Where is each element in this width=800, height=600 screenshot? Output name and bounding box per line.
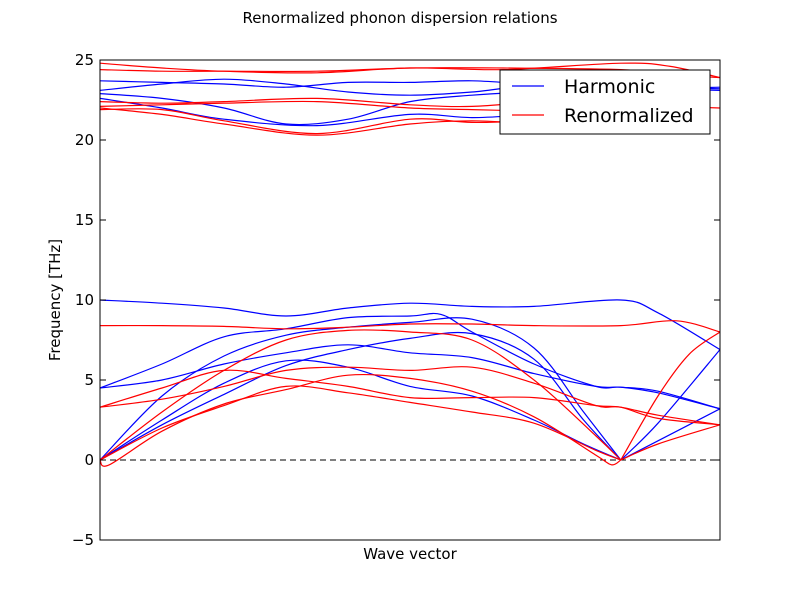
y-tick-label: 10 — [75, 291, 94, 309]
series-renormalized — [100, 62, 720, 467]
y-axis-label: Frequency [THz] — [46, 239, 64, 361]
y-axis-ticks: −5 0 5 10 15 20 25 — [72, 51, 720, 549]
legend-box — [499, 69, 711, 135]
renormalized-branch-3 — [100, 366, 720, 426]
renormalized-branch-4 — [100, 329, 622, 461]
renormalized-branch-12 — [100, 108, 535, 135]
harmonic-branch-5 — [100, 299, 720, 351]
renormalized-branch-6 — [620, 331, 720, 461]
legend: Harmonic Renormalized — [499, 69, 711, 135]
y-tick-label: 20 — [75, 131, 94, 149]
renormalized-branch-5 — [100, 320, 720, 333]
harmonic-branch-11 — [100, 97, 535, 127]
legend-label-harmonic: Harmonic — [564, 76, 655, 98]
harmonic-branch-6 — [620, 349, 720, 461]
y-tick-label: 0 — [84, 451, 94, 469]
renormalized-branch-1 — [100, 385, 622, 461]
x-axis-label: Wave vector — [363, 545, 457, 563]
harmonic-branch-4 — [100, 344, 720, 410]
y-tick-label: 15 — [75, 211, 94, 229]
harmonic-branch-1 — [100, 359, 622, 461]
renormalized-branch-0 — [100, 373, 622, 467]
y-tick-label: 25 — [75, 51, 94, 69]
y-tick-label: −5 — [72, 531, 94, 549]
legend-label-renormalized: Renormalized — [564, 105, 694, 127]
harmonic-branch-2 — [100, 317, 622, 461]
renormalized-branch-10 — [100, 97, 535, 108]
renormalized-branch-13 — [100, 107, 535, 136]
renormalized-branch-11 — [100, 100, 535, 112]
y-tick-label: 5 — [84, 371, 94, 389]
harmonic-branch-0 — [100, 331, 622, 461]
chart-title: Renormalized phonon dispersion relations — [242, 9, 557, 27]
renormalized-branch-7 — [620, 424, 720, 461]
